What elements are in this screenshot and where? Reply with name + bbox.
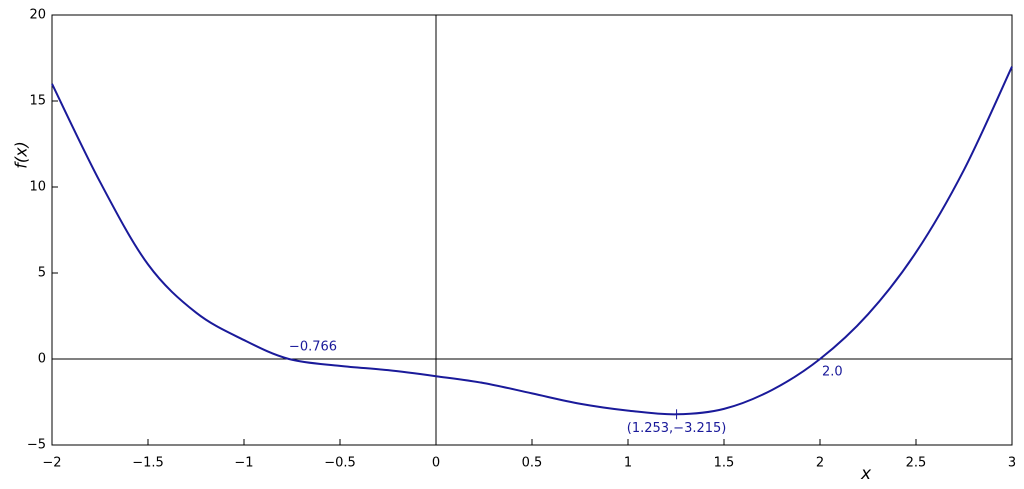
- x-tick-label: 2.5: [906, 456, 927, 471]
- x-tick-label: 0.5: [522, 456, 543, 471]
- x-tick-label: −1.5: [132, 456, 164, 471]
- annotation: (1.253,−3.215): [627, 421, 727, 436]
- x-tick-label: −2: [42, 456, 61, 471]
- y-tick-label: 15: [29, 94, 46, 109]
- x-tick-label: −1: [234, 456, 253, 471]
- curve: [51, 66, 1013, 416]
- annotation: 2.0: [822, 365, 843, 380]
- x-tick-label: 1: [624, 456, 632, 471]
- annotation: −0.766: [289, 340, 337, 355]
- x-tick-label: 0: [432, 456, 440, 471]
- x-axis-label: x: [860, 464, 872, 484]
- x-tick-label: −0.5: [324, 456, 356, 471]
- y-tick-label: 10: [29, 180, 46, 195]
- x-tick-label: 2: [816, 456, 824, 471]
- plot-frame: [51, 14, 1013, 446]
- y-tick-label: 5: [38, 266, 46, 281]
- y-tick-label: −5: [27, 438, 46, 453]
- y-tick-label: 20: [29, 8, 46, 23]
- x-tick-label: 1.5: [714, 456, 735, 471]
- y-axis-label: f(x): [12, 141, 31, 169]
- y-tick-label: 0: [38, 352, 46, 367]
- x-tick-label: 3: [1008, 456, 1016, 471]
